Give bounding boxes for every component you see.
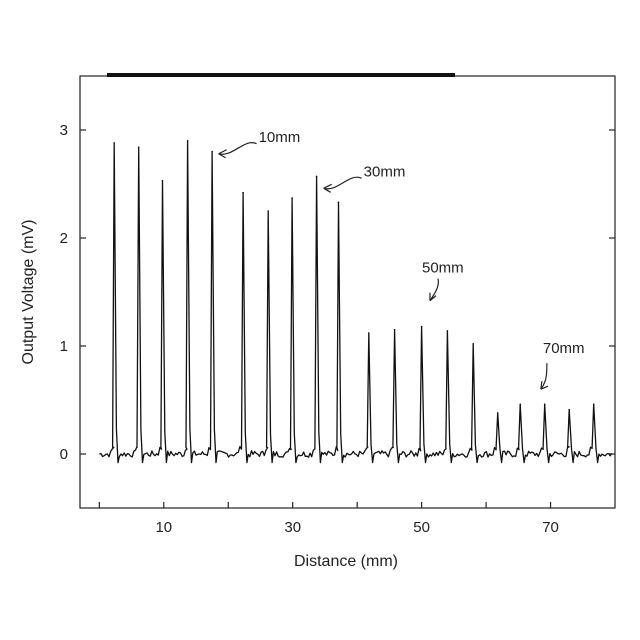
peak-point bbox=[137, 146, 140, 149]
peak-point bbox=[113, 142, 115, 144]
peak-point bbox=[161, 179, 164, 182]
peak-point bbox=[242, 191, 244, 194]
peak-point bbox=[315, 175, 318, 178]
y-axis-title: Output Voltage (mV) bbox=[20, 220, 37, 365]
peak-point bbox=[337, 201, 340, 204]
peak-point bbox=[211, 150, 213, 153]
x-tick-label: 50 bbox=[413, 519, 430, 536]
peak-point bbox=[291, 197, 293, 199]
y-tick-label: 0 bbox=[60, 446, 68, 463]
voltage-trace bbox=[99, 140, 613, 464]
arrow-head bbox=[429, 292, 437, 302]
peak-point bbox=[543, 403, 546, 406]
y-tick-label: 3 bbox=[60, 122, 68, 139]
peak-point bbox=[519, 403, 522, 406]
x-axis-title: Distance (mm) bbox=[294, 553, 398, 570]
y-tick-label: 1 bbox=[60, 338, 68, 355]
y-tick-label: 2 bbox=[60, 230, 68, 247]
peak-point bbox=[267, 210, 270, 212]
peak-point bbox=[446, 330, 449, 332]
annotation-label: 50mm bbox=[422, 260, 464, 277]
x-tick-label: 30 bbox=[284, 519, 301, 536]
peak-point bbox=[592, 403, 595, 406]
annotation-arrow bbox=[323, 176, 362, 190]
peak-point bbox=[496, 412, 499, 414]
peak-point bbox=[367, 332, 370, 334]
annotation-label: 10mm bbox=[259, 129, 301, 146]
annotation-arrow bbox=[218, 142, 257, 155]
peak-point bbox=[420, 325, 423, 328]
peak-point bbox=[186, 140, 189, 142]
x-tick-label: 70 bbox=[542, 519, 559, 536]
peak-point bbox=[472, 343, 474, 345]
x-tick-label: 10 bbox=[155, 519, 172, 536]
arrow-head bbox=[218, 149, 227, 159]
plot-frame bbox=[79, 75, 616, 509]
arrow-head bbox=[540, 381, 549, 390]
peak-point bbox=[393, 329, 396, 331]
annotation-arrow bbox=[540, 363, 548, 390]
annotation-label: 30mm bbox=[364, 163, 406, 180]
annotation-label: 70mm bbox=[543, 340, 585, 357]
peak-point bbox=[568, 408, 571, 411]
arrow-head bbox=[323, 183, 332, 193]
